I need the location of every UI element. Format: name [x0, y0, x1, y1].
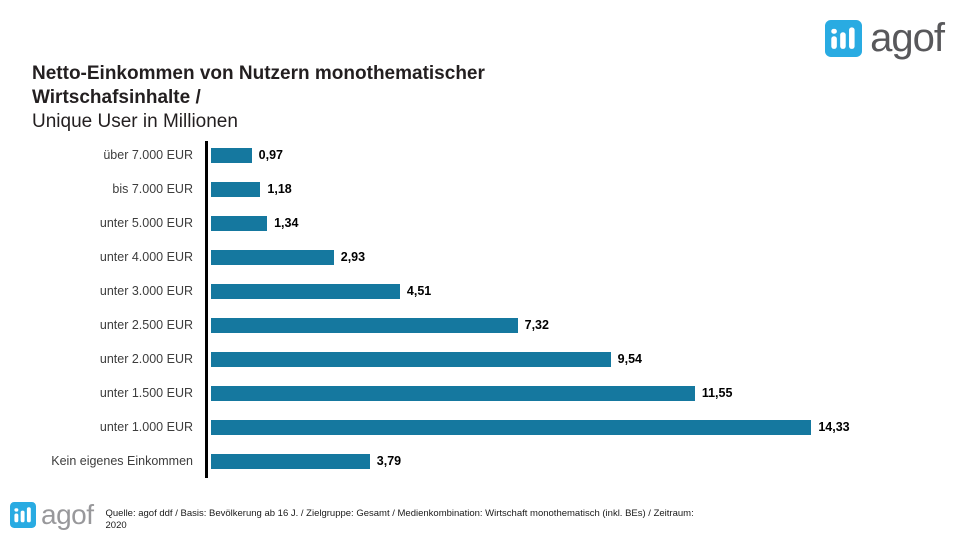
agof-logo-text: agof	[870, 16, 945, 60]
bar	[211, 419, 812, 435]
chart-title-line1: Netto-Einkommen von Nutzern monothematis…	[32, 63, 485, 84]
category-label: unter 5.000 EUR	[99, 216, 193, 230]
bar-area: 14,33	[207, 410, 960, 444]
value-label: 7,32	[524, 318, 549, 332]
source-note-line2: 2020	[105, 520, 127, 531]
agof-logo-small: agof	[10, 499, 94, 530]
bar-area: 2,93	[207, 240, 960, 274]
source-note-line1: Quelle: agof ddf / Basis: Bevölkerung ab…	[105, 508, 694, 519]
bar	[211, 181, 261, 197]
chart-title-line2: Wirtschafsinhalte /	[32, 87, 201, 108]
bar	[211, 147, 252, 163]
bar-row: unter 3.000 EUR 4,51	[0, 274, 960, 308]
bar-row: unter 1.000 EUR 14,33	[0, 410, 960, 444]
bar-rows: über 7.000 EUR 0,97 bis 7.000 EUR 1,18 unter…	[0, 138, 960, 478]
bar	[211, 385, 695, 401]
category-label: unter 2.000 EUR	[99, 352, 193, 366]
bar	[211, 283, 400, 299]
category-label: bis 7.000 EUR	[112, 182, 193, 196]
source-note: Quelle: agof ddf / Basis: Bevölkerung ab…	[106, 502, 694, 532]
bar-row: unter 5.000 EUR 1,34	[0, 206, 960, 240]
bar-area: 3,79	[207, 444, 960, 478]
bar-row: unter 2.000 EUR 9,54	[0, 342, 960, 376]
chart-subtitle: Unique User in Millionen	[32, 111, 238, 132]
value-label: 1,18	[267, 182, 292, 196]
agof-logo-small-text: agof	[41, 499, 94, 530]
bar-row: bis 7.000 EUR 1,18	[0, 172, 960, 206]
bar	[211, 249, 334, 265]
category-label: unter 1.000 EUR	[99, 420, 193, 434]
bar	[211, 215, 268, 231]
bar-area: 9,54	[207, 342, 960, 376]
value-label: 2,93	[340, 250, 366, 264]
footer: agof Quelle: agof ddf / Basis: Bevölkeru…	[10, 499, 694, 532]
y-axis-line	[205, 141, 208, 478]
value-label: 14,33	[818, 420, 850, 434]
agof-logo-icon	[825, 20, 863, 57]
bar-area: 0,97	[207, 138, 960, 172]
category-label: unter 1.500 EUR	[99, 386, 193, 400]
value-label: 4,51	[406, 284, 432, 298]
bar-row: über 7.000 EUR 0,97	[0, 138, 960, 172]
bar-row: Kein eigenes Einkommen 3,79	[0, 444, 960, 478]
bar-row: unter 2.500 EUR 7,32	[0, 308, 960, 342]
bar	[211, 453, 370, 469]
category-label: unter 4.000 EUR	[99, 250, 193, 264]
value-label: 11,55	[701, 386, 733, 400]
chart-title-block: Netto-Einkommen von Nutzern monothematis…	[32, 62, 672, 134]
bar-area: 11,55	[207, 376, 960, 410]
value-label: 3,79	[376, 454, 402, 468]
agof-logo: agof	[825, 16, 945, 60]
category-label: über 7.000 EUR	[103, 148, 193, 162]
bar-chart: über 7.000 EUR 0,97 bis 7.000 EUR 1,18 unter…	[0, 138, 960, 478]
bar-area: 4,51	[207, 274, 960, 308]
bar	[211, 317, 518, 333]
bar-row: unter 4.000 EUR 2,93	[0, 240, 960, 274]
value-label: 1,34	[274, 216, 299, 230]
bar-area: 1,18	[207, 172, 960, 206]
bar-row: unter 1.500 EUR 11,55	[0, 376, 960, 410]
agof-logo-small-icon	[10, 502, 36, 528]
bar	[211, 351, 611, 367]
value-label: 9,54	[617, 352, 642, 366]
category-label: Kein eigenes Einkommen	[51, 454, 193, 468]
value-label: 0,97	[258, 148, 283, 162]
category-label: unter 2.500 EUR	[99, 318, 193, 332]
bar-area: 7,32	[207, 308, 960, 342]
category-label: unter 3.000 EUR	[99, 284, 193, 298]
bar-area: 1,34	[207, 206, 960, 240]
